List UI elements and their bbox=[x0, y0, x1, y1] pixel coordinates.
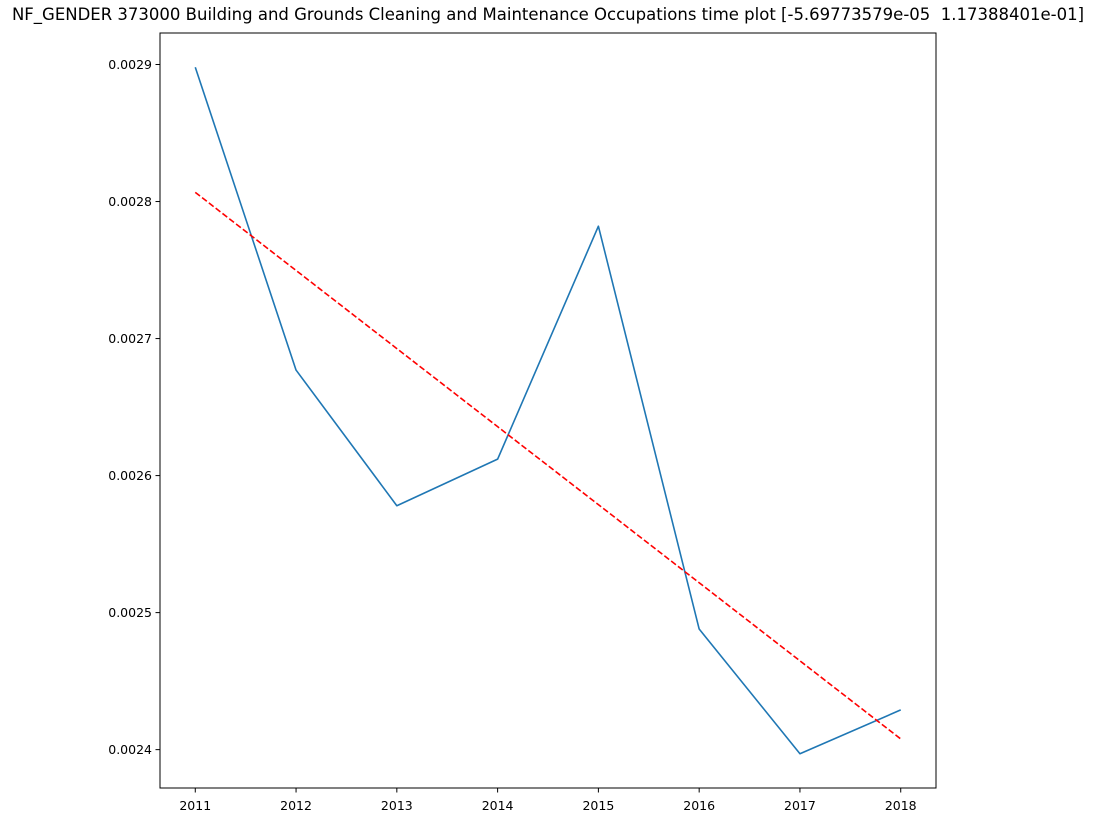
y-tick-label: 0.0029 bbox=[108, 57, 152, 72]
x-tick-label: 2016 bbox=[683, 798, 715, 813]
y-tick-label: 0.0026 bbox=[108, 468, 152, 483]
y-tick-label: 0.0027 bbox=[108, 331, 152, 346]
chart-axes: 2011 2012 2013 2014 2015 2016 2017 2018 0.0024 0.… bbox=[108, 57, 916, 813]
y-tick-label: 0.0028 bbox=[108, 194, 152, 209]
chart-marks bbox=[194, 67, 902, 755]
y-tick-label: 0.0024 bbox=[108, 742, 152, 757]
x-tick-label: 2011 bbox=[179, 798, 211, 813]
x-tick-label: 2018 bbox=[885, 798, 917, 813]
x-tick-label: 2017 bbox=[784, 798, 816, 813]
chart-title: NF_GENDER 373000 Building and Grounds Cl… bbox=[11, 5, 1085, 24]
plot-frame bbox=[159, 32, 937, 789]
x-tick-label: 2013 bbox=[381, 798, 413, 813]
x-tick-label: 2015 bbox=[582, 798, 614, 813]
x-tick-label: 2014 bbox=[482, 798, 514, 813]
series-line-data bbox=[194, 67, 902, 755]
x-tick-label: 2012 bbox=[280, 798, 312, 813]
series-line-trend bbox=[194, 191, 902, 740]
y-tick-label: 0.0025 bbox=[108, 605, 152, 620]
